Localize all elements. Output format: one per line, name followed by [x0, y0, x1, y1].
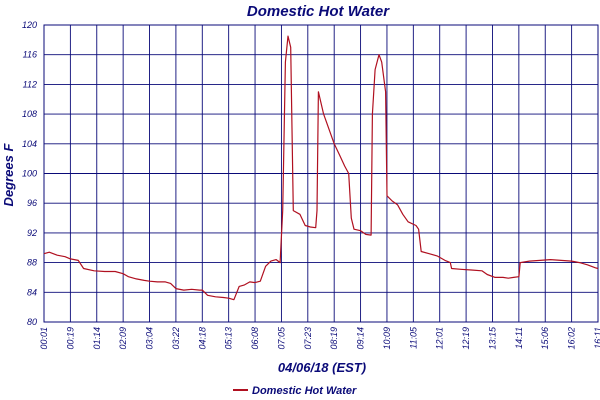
y-tick-labels: 80 84 88 92 96 100 104 108 112 116 120	[22, 20, 37, 327]
x-tick-label: 11:05	[408, 326, 418, 349]
x-tick-label: 09:14	[356, 327, 366, 350]
x-tick-label: 14:11	[514, 327, 524, 349]
grid	[43, 24, 599, 323]
y-tick-label: 88	[27, 258, 37, 268]
y-tick-label: 96	[27, 198, 37, 208]
y-tick-label: 92	[27, 228, 37, 238]
x-tick-label: 03:22	[171, 327, 181, 350]
x-tick-label: 12:19	[461, 327, 471, 350]
y-tick-label: 104	[22, 139, 37, 149]
x-tick-label: 04:18	[197, 327, 207, 350]
x-tick-label: 15:06	[540, 327, 550, 350]
x-tick-label: 00:19	[65, 327, 75, 350]
series-line-domestic-hot-water	[43, 35, 599, 301]
y-tick-label: 100	[22, 169, 37, 179]
x-tick-label: 16:11	[593, 327, 600, 349]
x-tick-label: 12:01	[435, 327, 445, 350]
x-tick-label: 10:09	[382, 327, 392, 350]
y-tick-label: 108	[22, 109, 37, 119]
y-tick-label: 80	[27, 317, 37, 327]
y-axis-label: Degrees F	[1, 143, 16, 207]
x-axis-label: 04/06/18 (EST)	[278, 360, 366, 375]
y-tick-label: 84	[27, 287, 37, 297]
x-tick-label: 16:02	[567, 327, 577, 350]
x-tick-label: 00:01	[39, 327, 49, 350]
x-tick-label: 06:08	[250, 327, 260, 350]
x-tick-label: 05:13	[224, 327, 234, 350]
x-tick-label: 08:19	[329, 327, 339, 350]
x-tick-label: 13:15	[487, 326, 497, 350]
y-tick-label: 112	[23, 79, 37, 89]
series-layer	[43, 35, 599, 301]
x-tick-labels: 00:01 00:19 01:14 02:09 03:04 03:22 04:18 05:13…	[39, 326, 600, 350]
x-tick-label: 02:09	[118, 327, 128, 350]
legend-label: Domestic Hot Water	[252, 385, 357, 397]
legend: Domestic Hot Water	[233, 385, 357, 397]
x-tick-label: 03:04	[145, 327, 155, 350]
x-tick-label: 01:14	[92, 327, 102, 350]
x-tick-label: 07:23	[303, 327, 313, 350]
chart-title: Domestic Hot Water	[247, 3, 390, 20]
y-tick-label: 116	[23, 50, 37, 60]
y-tick-label: 120	[22, 20, 37, 30]
x-tick-label: 07:05	[276, 326, 286, 350]
